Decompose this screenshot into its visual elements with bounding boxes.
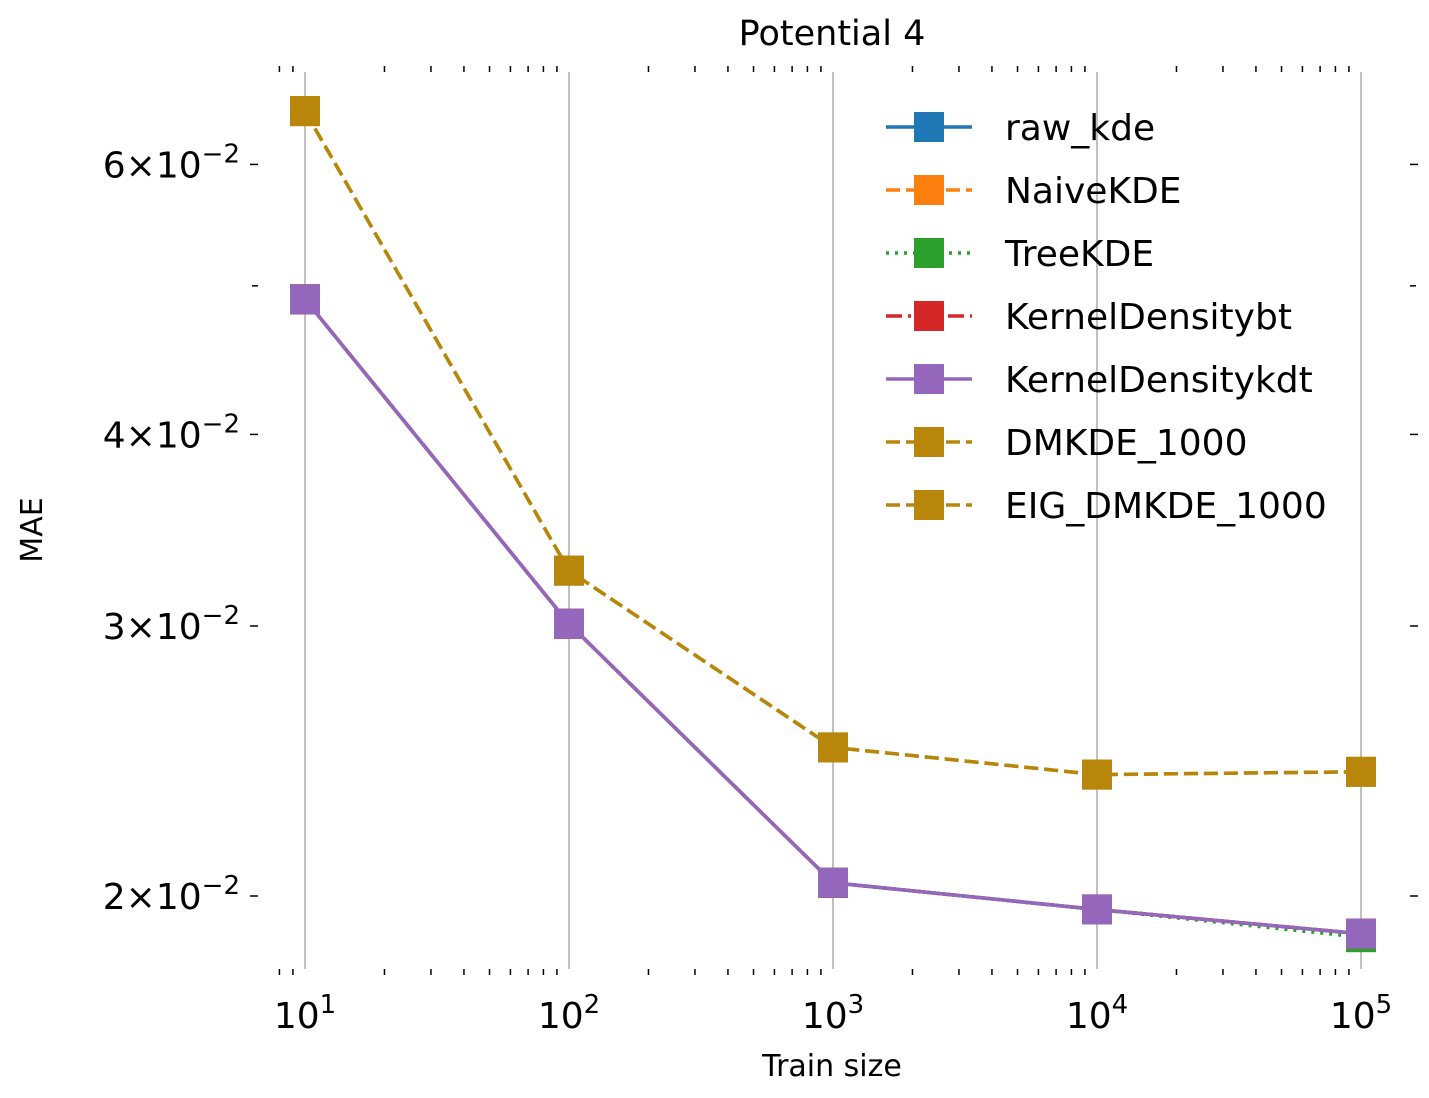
legend: raw_kde NaiveKDE TreeKDE KernelDensitybt Ker…: [886, 108, 1327, 527]
legend-entry: EIG_DMKDE_1000: [886, 486, 1327, 527]
data-point: [1082, 894, 1112, 925]
data-point: [1346, 918, 1376, 949]
legend-entry: DMKDE_1000: [886, 423, 1247, 464]
y-tick-label: 4×10−2: [103, 409, 240, 456]
y-axis-label: MAE: [15, 497, 50, 562]
y-tick-label: 3×10−2: [103, 601, 240, 648]
legend-label: KernelDensitybt: [1005, 297, 1292, 338]
legend-label: DMKDE_1000: [1005, 423, 1247, 464]
data-point: [1082, 759, 1112, 790]
legend-marker: [914, 175, 944, 205]
plot-area: [290, 96, 1376, 953]
legend-label: EIG_DMKDE_1000: [1005, 486, 1327, 527]
x-tick-label: 101: [274, 990, 336, 1037]
x-tick-label: 105: [1330, 990, 1392, 1037]
x-tick-label: 102: [538, 990, 600, 1037]
data-point: [818, 732, 848, 763]
legend-label: KernelDensitykdt: [1005, 360, 1313, 401]
legend-marker: [914, 238, 944, 268]
legend-marker: [914, 490, 944, 520]
legend-label: TreeKDE: [1004, 234, 1154, 275]
series-EIG_DMKDE_1000: [290, 96, 1376, 790]
x-axis-label: Train size: [761, 1049, 902, 1084]
series-KernelDensitykdt: [290, 284, 1376, 949]
legend-entry: TreeKDE: [886, 234, 1154, 275]
legend-marker: [914, 364, 944, 394]
x-tick-label: 104: [1066, 990, 1128, 1037]
axis-ticks: 101 102 103 104 105 2×10−2 3×10−2 4×10−2 6×10−2: [103, 66, 1418, 1037]
data-point: [818, 867, 848, 898]
data-point: [554, 555, 584, 586]
legend-entry: raw_kde: [886, 108, 1155, 149]
y-tick-label: 6×10−2: [103, 139, 240, 186]
legend-label: NaiveKDE: [1005, 171, 1182, 212]
x-tick-label: 103: [802, 990, 864, 1037]
legend-entry: KernelDensitykdt: [886, 360, 1313, 401]
legend-marker: [914, 112, 944, 142]
data-point: [290, 96, 320, 127]
legend-label: raw_kde: [1005, 108, 1155, 149]
data-point: [554, 608, 584, 639]
legend-marker: [914, 427, 944, 457]
y-tick-label: 2×10−2: [103, 871, 240, 918]
data-point: [290, 284, 320, 315]
legend-entry: NaiveKDE: [886, 171, 1182, 212]
data-point: [1346, 756, 1376, 787]
legend-entry: KernelDensitybt: [886, 297, 1292, 338]
chart-title: Potential 4: [739, 14, 926, 54]
grid: [304, 72, 1362, 969]
legend-marker: [914, 301, 944, 331]
